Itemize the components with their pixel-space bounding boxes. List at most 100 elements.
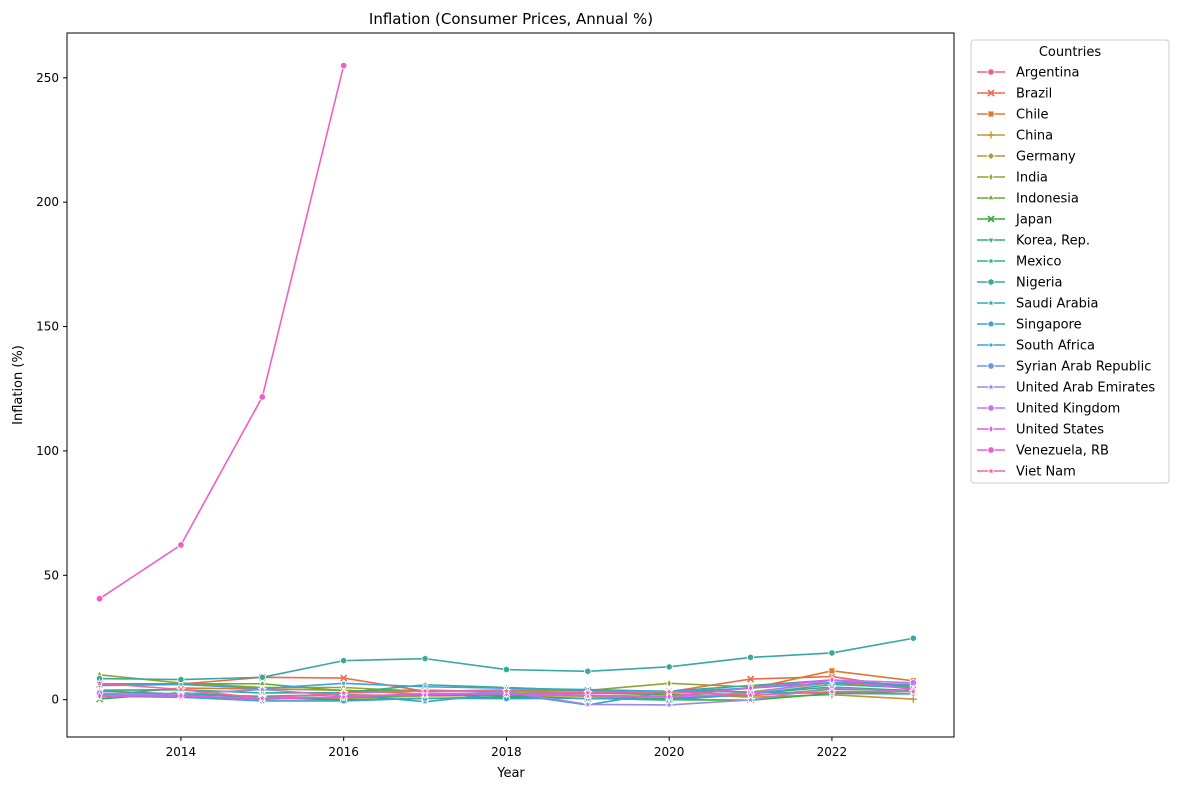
y-tick-label: 0	[51, 693, 59, 707]
x-axis-label: Year	[496, 766, 525, 781]
legend-item-viet-nam: Viet Nam	[977, 465, 1076, 480]
data-point	[666, 691, 672, 702]
legend-label: China	[1016, 129, 1053, 144]
data-point	[421, 654, 429, 663]
legend-label: Mexico	[1016, 255, 1061, 270]
legend-label: Venezuela, RB	[1016, 444, 1109, 459]
legend-label: Japan	[1015, 213, 1052, 228]
y-axis: 0 50 100 150 200 250	[36, 71, 67, 707]
data-point	[745, 690, 756, 700]
legend-marker	[986, 151, 996, 161]
legend-label: Korea, Rep.	[1016, 234, 1090, 249]
data-point	[827, 686, 837, 696]
legend-marker	[987, 131, 995, 139]
legend-item-india: India	[977, 171, 1048, 186]
legend-label: Singapore	[1016, 318, 1082, 333]
y-tick-label: 200	[36, 195, 59, 209]
x-tick-label: 2014	[166, 745, 197, 759]
data-point	[664, 686, 675, 696]
legend-item-japan: Japan	[977, 213, 1052, 228]
data-point	[501, 685, 512, 696]
data-point	[338, 687, 349, 698]
legend-marker	[988, 172, 994, 182]
legend-marker	[987, 110, 995, 118]
data-point	[339, 61, 348, 70]
legend-label: Argentina	[1016, 66, 1079, 81]
chart-title: Inflation (Consumer Prices, Annual %)	[369, 10, 653, 28]
legend-marker	[988, 424, 994, 434]
y-tick-label: 150	[36, 320, 59, 334]
legend-marker	[988, 342, 994, 348]
data-point	[95, 594, 104, 603]
legend-item-united-arab-emirates: United Arab Emirates	[977, 381, 1155, 396]
legend-marker	[987, 89, 995, 97]
legend-item-venezuela-rb: Venezuela, RB	[977, 444, 1109, 459]
series-line-venezuela-rb	[99, 65, 345, 600]
data-point	[94, 678, 105, 688]
legend-label: Brazil	[1016, 87, 1052, 102]
legend-label: Germany	[1016, 150, 1076, 165]
legend-item-syrian-arab-republic: Syrian Arab Republic	[977, 360, 1151, 375]
data-point	[177, 675, 185, 684]
data-point	[258, 673, 266, 682]
data-point	[745, 694, 756, 705]
legend-label: Viet Nam	[1016, 465, 1076, 480]
legend-label: United Kingdom	[1016, 402, 1120, 417]
legend-label: India	[1016, 171, 1048, 186]
data-point	[664, 699, 675, 710]
data-point	[502, 665, 510, 674]
data-point	[96, 691, 103, 701]
legend-label: United Arab Emirates	[1016, 381, 1155, 396]
legend-item-mexico: Mexico	[977, 255, 1061, 270]
legend-item-germany: Germany	[977, 150, 1076, 165]
x-tick-label: 2020	[654, 745, 685, 759]
y-tick-label: 250	[36, 71, 59, 85]
legend-label: Syrian Arab Republic	[1016, 360, 1151, 375]
series-viet-nam	[94, 678, 919, 703]
data-point	[582, 687, 593, 697]
legend-item-indonesia: Indonesia	[977, 192, 1079, 207]
data-point	[258, 393, 267, 401]
legend-marker	[987, 68, 995, 76]
legend-marker	[987, 237, 995, 245]
legend: Countries Argentina Brazil Chile China Germa…	[970, 39, 1170, 484]
legend-item-south-africa: South Africa	[977, 339, 1095, 354]
legend-items: Argentina Brazil Chile China Germany India Ind…	[977, 66, 1155, 480]
legend-item-chile: Chile	[977, 108, 1049, 123]
legend-marker	[987, 362, 995, 370]
legend-marker	[987, 215, 995, 223]
legend-marker	[987, 193, 995, 201]
plot-area	[66, 32, 955, 738]
legend-item-nigeria: Nigeria	[977, 276, 1063, 291]
legend-marker	[987, 320, 995, 328]
data-point	[177, 541, 185, 549]
legend-marker	[987, 278, 995, 286]
legend-marker	[987, 404, 995, 412]
legend-marker	[987, 446, 995, 454]
x-tick-label: 2016	[328, 745, 359, 759]
legend-title: Countries	[1039, 45, 1102, 60]
data-point	[909, 695, 917, 703]
data-point	[746, 675, 755, 683]
legend-item-korea-rep: Korea, Rep.	[977, 234, 1090, 249]
data-point	[909, 634, 917, 643]
data-point	[908, 686, 919, 696]
data-point	[340, 674, 348, 682]
legend-label: Saudi Arabia	[1016, 297, 1099, 312]
y-tick-label: 100	[36, 444, 59, 458]
data-point	[420, 685, 430, 696]
legend-marker	[986, 297, 996, 308]
data-point	[747, 653, 754, 662]
data-point	[582, 699, 593, 709]
data-point	[828, 648, 836, 657]
data-point	[178, 690, 184, 701]
data-point	[176, 684, 186, 694]
data-point	[584, 667, 592, 676]
series-venezuela-rb	[95, 61, 348, 603]
legend-label: Indonesia	[1016, 192, 1079, 207]
data-point	[257, 693, 268, 703]
legend-item-brazil: Brazil	[977, 87, 1052, 102]
legend-item-saudi-arabia: Saudi Arabia	[977, 297, 1099, 312]
legend-label: United States	[1016, 423, 1104, 438]
